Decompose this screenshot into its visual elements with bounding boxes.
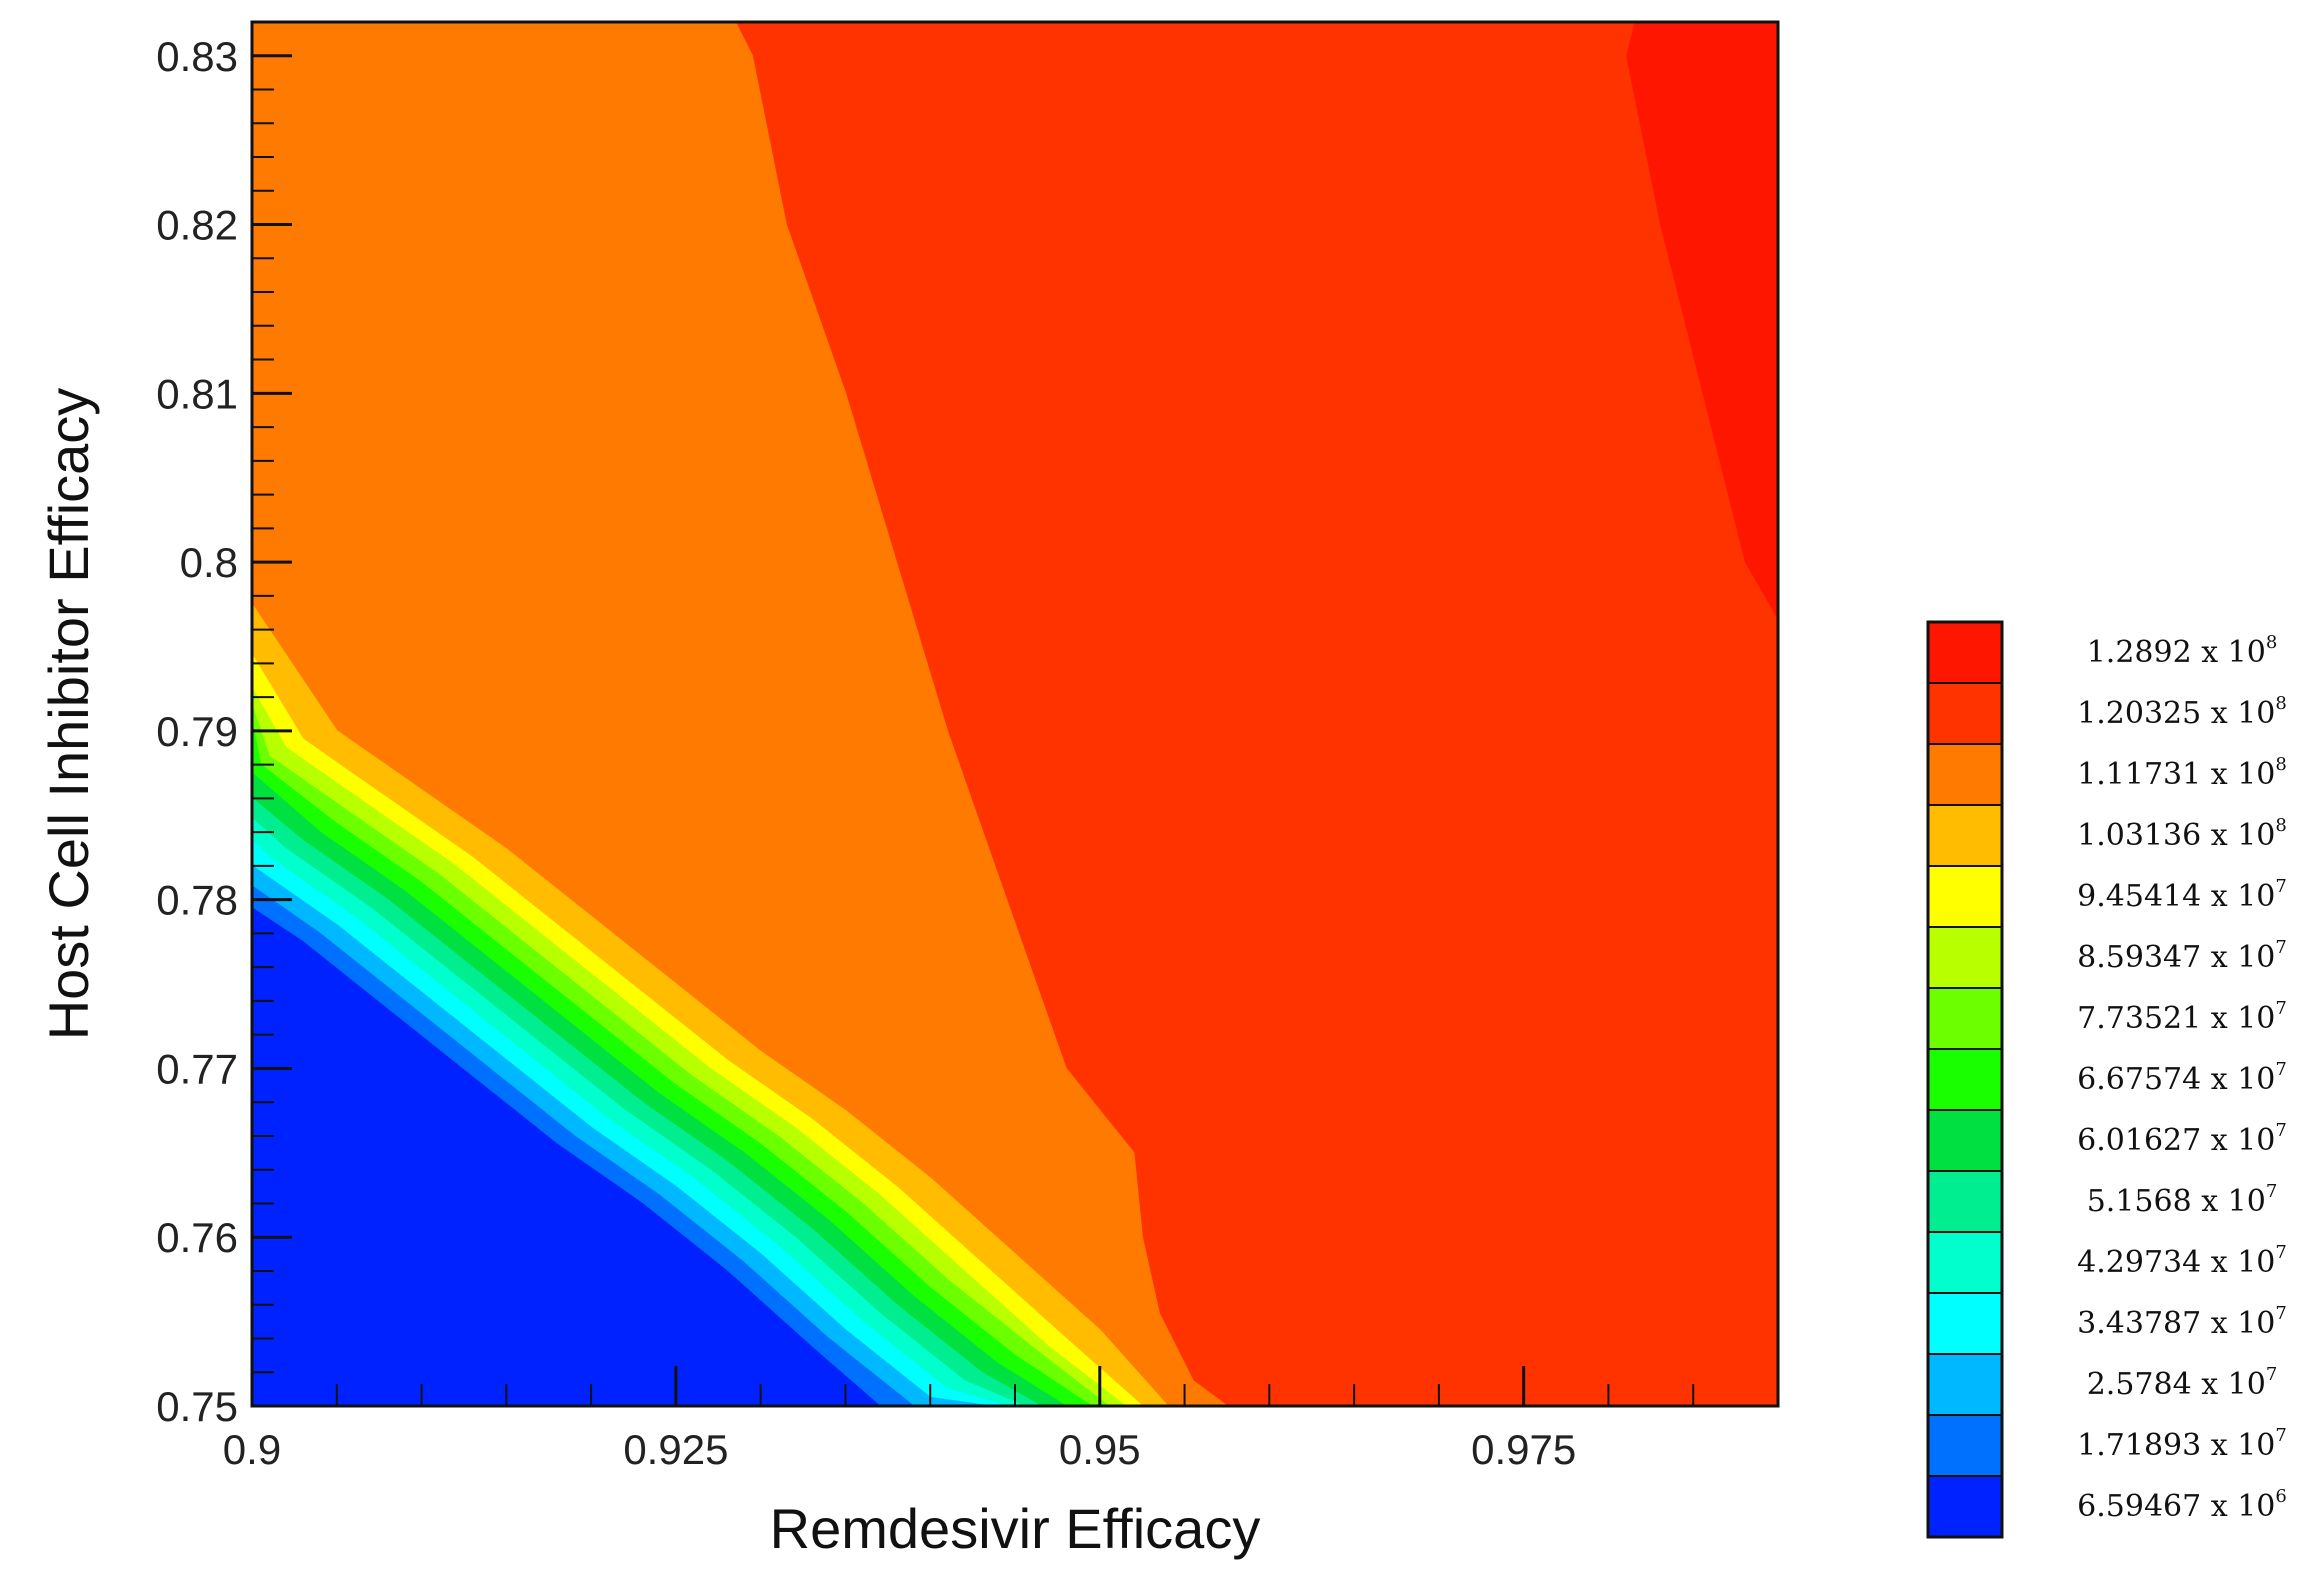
- legend-label: 9.45414 x 107: [2077, 876, 2287, 914]
- legend-swatch: [1927, 1048, 2003, 1111]
- y-tick-label: 0.8: [180, 539, 238, 586]
- legend-label: 1.03136 x 108: [2077, 815, 2287, 853]
- legend-frame: [1926, 620, 2004, 1539]
- legend-mantissa: 9.45414 x 10: [2077, 879, 2275, 914]
- y-tick-label: 0.76: [156, 1214, 238, 1261]
- x-tick-label: 0.9: [223, 1426, 281, 1473]
- legend-swatch: [1927, 865, 2003, 928]
- legend-swatch: [1927, 1109, 2003, 1172]
- legend-exponent: 6: [2275, 1486, 2286, 1507]
- legend-mantissa: 1.71893 x 10: [2077, 1428, 2275, 1463]
- legend-label: 1.20325 x 108: [2077, 693, 2287, 731]
- contour-regions: [251, 21, 1779, 1407]
- legend-swatch: [1927, 987, 2003, 1050]
- legend-exponent: 8: [2275, 754, 2286, 775]
- legend-label: 1.2892 x 108: [2087, 632, 2278, 670]
- legend-mantissa: 6.01627 x 10: [2077, 1123, 2275, 1158]
- legend-exponent: 7: [2275, 1303, 2286, 1324]
- legend-label: 6.67574 x 107: [2077, 1059, 2287, 1097]
- legend-exponent: 7: [2275, 998, 2286, 1019]
- x-tick-label: 0.95: [1059, 1426, 1141, 1473]
- x-tick-label: 0.975: [1471, 1426, 1576, 1473]
- y-tick-label: 0.81: [156, 370, 238, 417]
- legend-mantissa: 8.59347 x 10: [2077, 940, 2275, 975]
- legend-label: 2.5784 x 107: [2087, 1364, 2278, 1402]
- legend-label: 1.71893 x 107: [2077, 1425, 2287, 1463]
- legend-swatch: [1927, 926, 2003, 989]
- legend-swatch: [1927, 743, 2003, 806]
- legend-mantissa: 1.2892 x 10: [2087, 635, 2266, 670]
- legend-swatch: [1927, 1231, 2003, 1294]
- y-tick-label: 0.82: [156, 202, 238, 249]
- legend-label: 6.01627 x 107: [2077, 1120, 2287, 1158]
- legend-label: 6.59467 x 106: [2077, 1486, 2287, 1524]
- legend-exponent: 8: [2275, 815, 2286, 836]
- legend-mantissa: 1.11731 x 10: [2077, 757, 2275, 792]
- legend-swatch: [1927, 1292, 2003, 1355]
- legend-mantissa: 5.1568 x 10: [2087, 1184, 2266, 1219]
- legend-label: 4.29734 x 107: [2077, 1242, 2287, 1280]
- legend-label: 5.1568 x 107: [2087, 1181, 2278, 1219]
- legend-exponent: 7: [2266, 1181, 2277, 1202]
- y-axis-label: Host Cell Inhibitor Efficacy: [37, 388, 100, 1041]
- x-axis: 0.9 0.925 0.95 0.975: [223, 1366, 1576, 1473]
- legend-mantissa: 2.5784 x 10: [2087, 1367, 2266, 1402]
- y-tick-label: 0.83: [156, 33, 238, 80]
- legend-label: 3.43787 x 107: [2077, 1303, 2287, 1341]
- y-axis: 0.75 0.76 0.77 0.78 0.79 0.8 0.81 0.82 0.83: [156, 33, 292, 1430]
- legend-swatch: [1927, 804, 2003, 867]
- legend-mantissa: 7.73521 x 10: [2077, 1001, 2275, 1036]
- legend-exponent: 7: [2275, 1242, 2286, 1263]
- y-tick-label: 0.78: [156, 877, 238, 924]
- legend-exponent: 7: [2275, 876, 2286, 897]
- legend-mantissa: 1.20325 x 10: [2077, 696, 2275, 731]
- legend-exponent: 7: [2275, 1120, 2286, 1141]
- legend-mantissa: 6.59467 x 10: [2077, 1489, 2275, 1524]
- legend-mantissa: 4.29734 x 10: [2077, 1245, 2275, 1280]
- legend-swatch: [1927, 1414, 2003, 1477]
- legend-exponent: 7: [2275, 1425, 2286, 1446]
- legend-mantissa: 3.43787 x 10: [2077, 1306, 2275, 1341]
- legend-label: 7.73521 x 107: [2077, 998, 2287, 1036]
- y-tick-label: 0.75: [156, 1383, 238, 1430]
- legend-exponent: 8: [2275, 693, 2286, 714]
- legend-swatch: [1927, 682, 2003, 745]
- legend-mantissa: 1.03136 x 10: [2077, 818, 2275, 853]
- legend-exponent: 7: [2275, 937, 2286, 958]
- legend-exponent: 7: [2275, 1059, 2286, 1080]
- x-axis-label: Remdesivir Efficacy: [770, 1497, 1261, 1560]
- legend-swatch: [1927, 1353, 2003, 1416]
- legend-mantissa: 6.67574 x 10: [2077, 1062, 2275, 1097]
- legend-swatch: [1927, 1170, 2003, 1233]
- legend-exponent: 7: [2266, 1364, 2277, 1385]
- legend-swatch: [1927, 1475, 2003, 1538]
- y-tick-label: 0.79: [156, 708, 238, 755]
- x-tick-label: 0.925: [623, 1426, 728, 1473]
- legend-exponent: 8: [2266, 632, 2277, 653]
- y-tick-label: 0.77: [156, 1045, 238, 1092]
- legend-swatch: [1927, 621, 2003, 684]
- legend-label: 8.59347 x 107: [2077, 937, 2287, 975]
- legend-label: 1.11731 x 108: [2077, 754, 2287, 792]
